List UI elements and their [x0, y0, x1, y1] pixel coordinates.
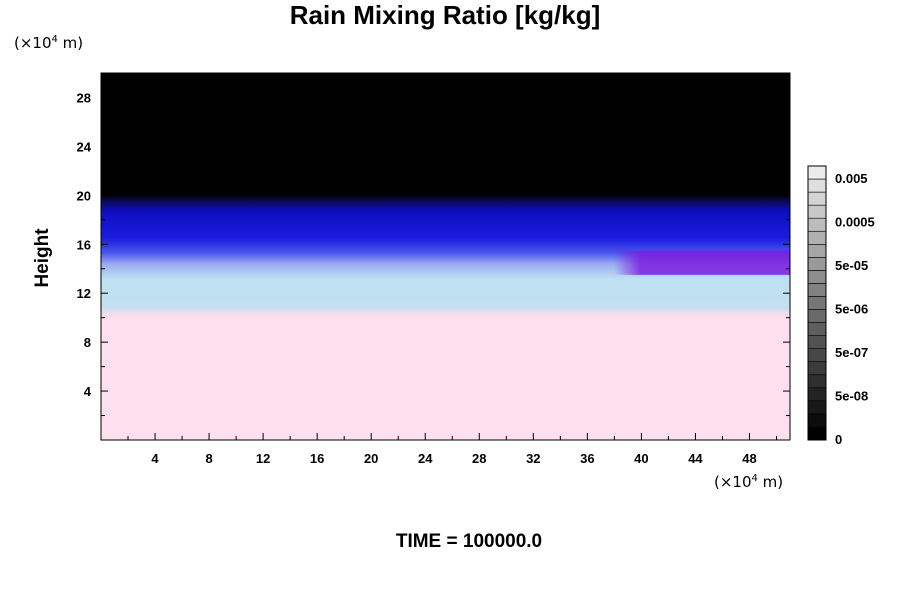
colorbar-level — [807, 230, 827, 245]
colorbar-frame — [807, 165, 827, 441]
y-tick-label: 16 — [77, 237, 91, 252]
colorbar-level — [807, 204, 827, 219]
purple-patch-group — [614, 250, 790, 275]
colorbar-level — [807, 283, 827, 297]
colorbar-level — [807, 257, 827, 271]
plot-frame — [100, 72, 791, 441]
x-tick-label: 28 — [472, 451, 486, 466]
x-tick-label: 32 — [526, 451, 540, 466]
x-tick-label: 40 — [634, 451, 648, 466]
colorbar-label: 0.0005 — [835, 215, 875, 230]
colorbar-label: 0 — [835, 432, 842, 447]
colorbar-label: 5e-05 — [835, 258, 868, 273]
y-tick-label: 8 — [84, 335, 91, 350]
x-tick-label: 20 — [364, 451, 378, 466]
y-tick-label: 28 — [77, 90, 91, 105]
colorbar-level — [807, 270, 827, 284]
time-label: TIME = 100000.0 — [395, 531, 543, 552]
purple-patch — [614, 250, 790, 275]
x-tick-label: 24 — [418, 451, 433, 466]
y-tick-label: 4 — [84, 384, 92, 399]
y-unit-label: (×104 m) — [14, 34, 84, 52]
colorbar-level — [807, 335, 827, 349]
x-tick-label: 36 — [580, 451, 594, 466]
colorbar-level — [807, 243, 827, 258]
colorbar-level — [807, 322, 827, 336]
colorbar-level — [807, 348, 827, 363]
x-tick-label: 48 — [742, 451, 756, 466]
colorbar-label: 5e-08 — [835, 389, 868, 404]
colorbar-level — [807, 400, 827, 415]
x-tick-label: 8 — [205, 451, 212, 466]
x-unit-label: (×104 m) — [714, 473, 784, 491]
colorbar-level — [807, 387, 827, 402]
y-tick-label: 24 — [77, 139, 92, 154]
y-tick-label: 12 — [77, 286, 91, 301]
colorbar-level — [807, 309, 827, 323]
colorbar-level — [807, 413, 827, 428]
colorbar-level — [807, 191, 827, 206]
colorbar-level — [807, 217, 827, 232]
colorbar-level — [807, 361, 827, 376]
colorbar-level — [807, 374, 827, 389]
colorbar-level — [807, 426, 827, 441]
colorbar-label: 0.005 — [835, 171, 868, 186]
x-tick-label: 16 — [310, 451, 324, 466]
y-tick-label: 20 — [77, 188, 91, 203]
colorbar-level — [807, 165, 827, 180]
x-tick-label: 12 — [256, 451, 270, 466]
colorbar-level — [807, 296, 827, 310]
colorbar-label: 5e-07 — [835, 345, 868, 360]
chart-title: Rain Mixing Ratio [kg/kg] — [289, 0, 601, 30]
x-tick-label: 4 — [151, 451, 159, 466]
colorbar-label: 5e-06 — [835, 302, 868, 317]
x-tick-label: 44 — [688, 451, 703, 466]
colorbar-level — [807, 178, 827, 193]
